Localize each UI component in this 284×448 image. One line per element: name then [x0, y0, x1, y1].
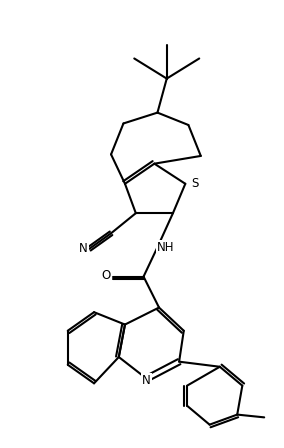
Text: S: S — [191, 177, 199, 190]
Text: NH: NH — [156, 241, 174, 254]
Text: N: N — [79, 242, 87, 255]
Text: N: N — [142, 374, 151, 387]
Text: O: O — [101, 268, 110, 281]
